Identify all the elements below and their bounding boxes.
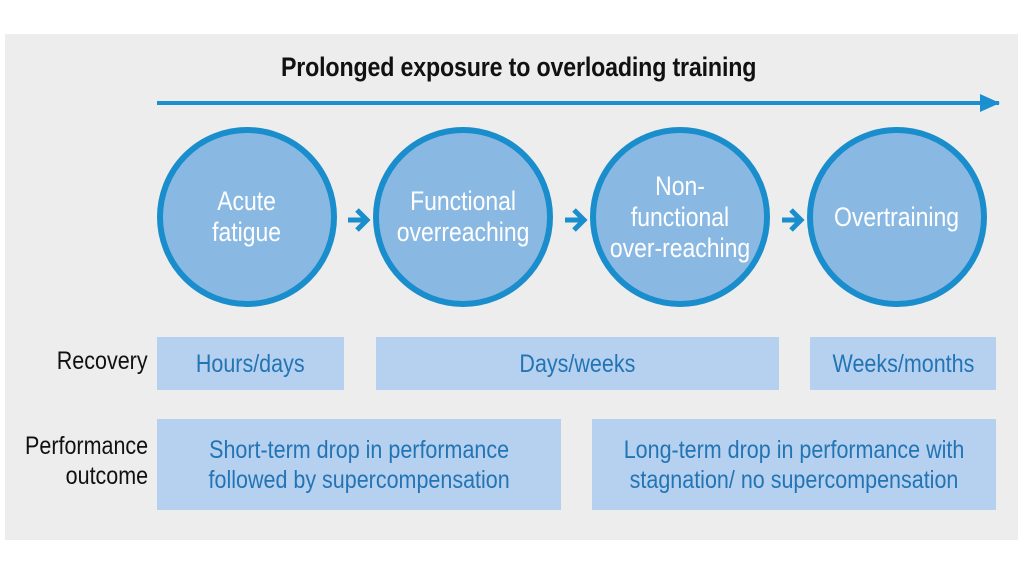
arrow-right-icon — [348, 208, 371, 232]
stage-non-functional-overreaching: Non-functional over-reaching — [590, 127, 770, 307]
performance-cell-text: Long-term drop in performance with stagn… — [623, 435, 965, 494]
stage-functional-overreaching: Functional overreaching — [373, 127, 553, 307]
stage-acute-fatigue: Acute fatigue — [157, 127, 337, 307]
recovery-cell-text: Days/weeks — [519, 349, 636, 378]
diagram-title: Prolonged exposure to overloading traini… — [280, 52, 757, 82]
recovery-cell-weeks-months: Weeks/months — [810, 337, 996, 390]
stage-overtraining: Overtraining — [807, 127, 987, 307]
recovery-row-label: Recovery — [57, 347, 148, 375]
performance-cell-long-term: Long-term drop in performance with stagn… — [592, 419, 996, 510]
arrow-right-icon — [782, 208, 805, 232]
performance-row-label: Performance outcome — [24, 432, 148, 490]
arrow-right-icon — [565, 208, 588, 232]
stage-label: Acute fatigue — [212, 186, 282, 247]
stage-label: Non-functional over-reaching — [609, 170, 751, 263]
timeline-arrow-line — [157, 101, 999, 105]
performance-cell-short-term: Short-term drop in performance followed … — [157, 419, 561, 510]
stage-label: Functional overreaching — [396, 186, 530, 247]
recovery-cell-text: Weeks/months — [832, 349, 974, 378]
recovery-cell-text: Hours/days — [196, 349, 305, 378]
stage-label: Overtraining — [834, 201, 960, 232]
timeline-arrow-head-icon — [980, 94, 1000, 112]
recovery-cell-days-weeks: Days/weeks — [376, 337, 779, 390]
performance-cell-text: Short-term drop in performance followed … — [208, 435, 510, 494]
recovery-cell-hours-days: Hours/days — [157, 337, 344, 390]
